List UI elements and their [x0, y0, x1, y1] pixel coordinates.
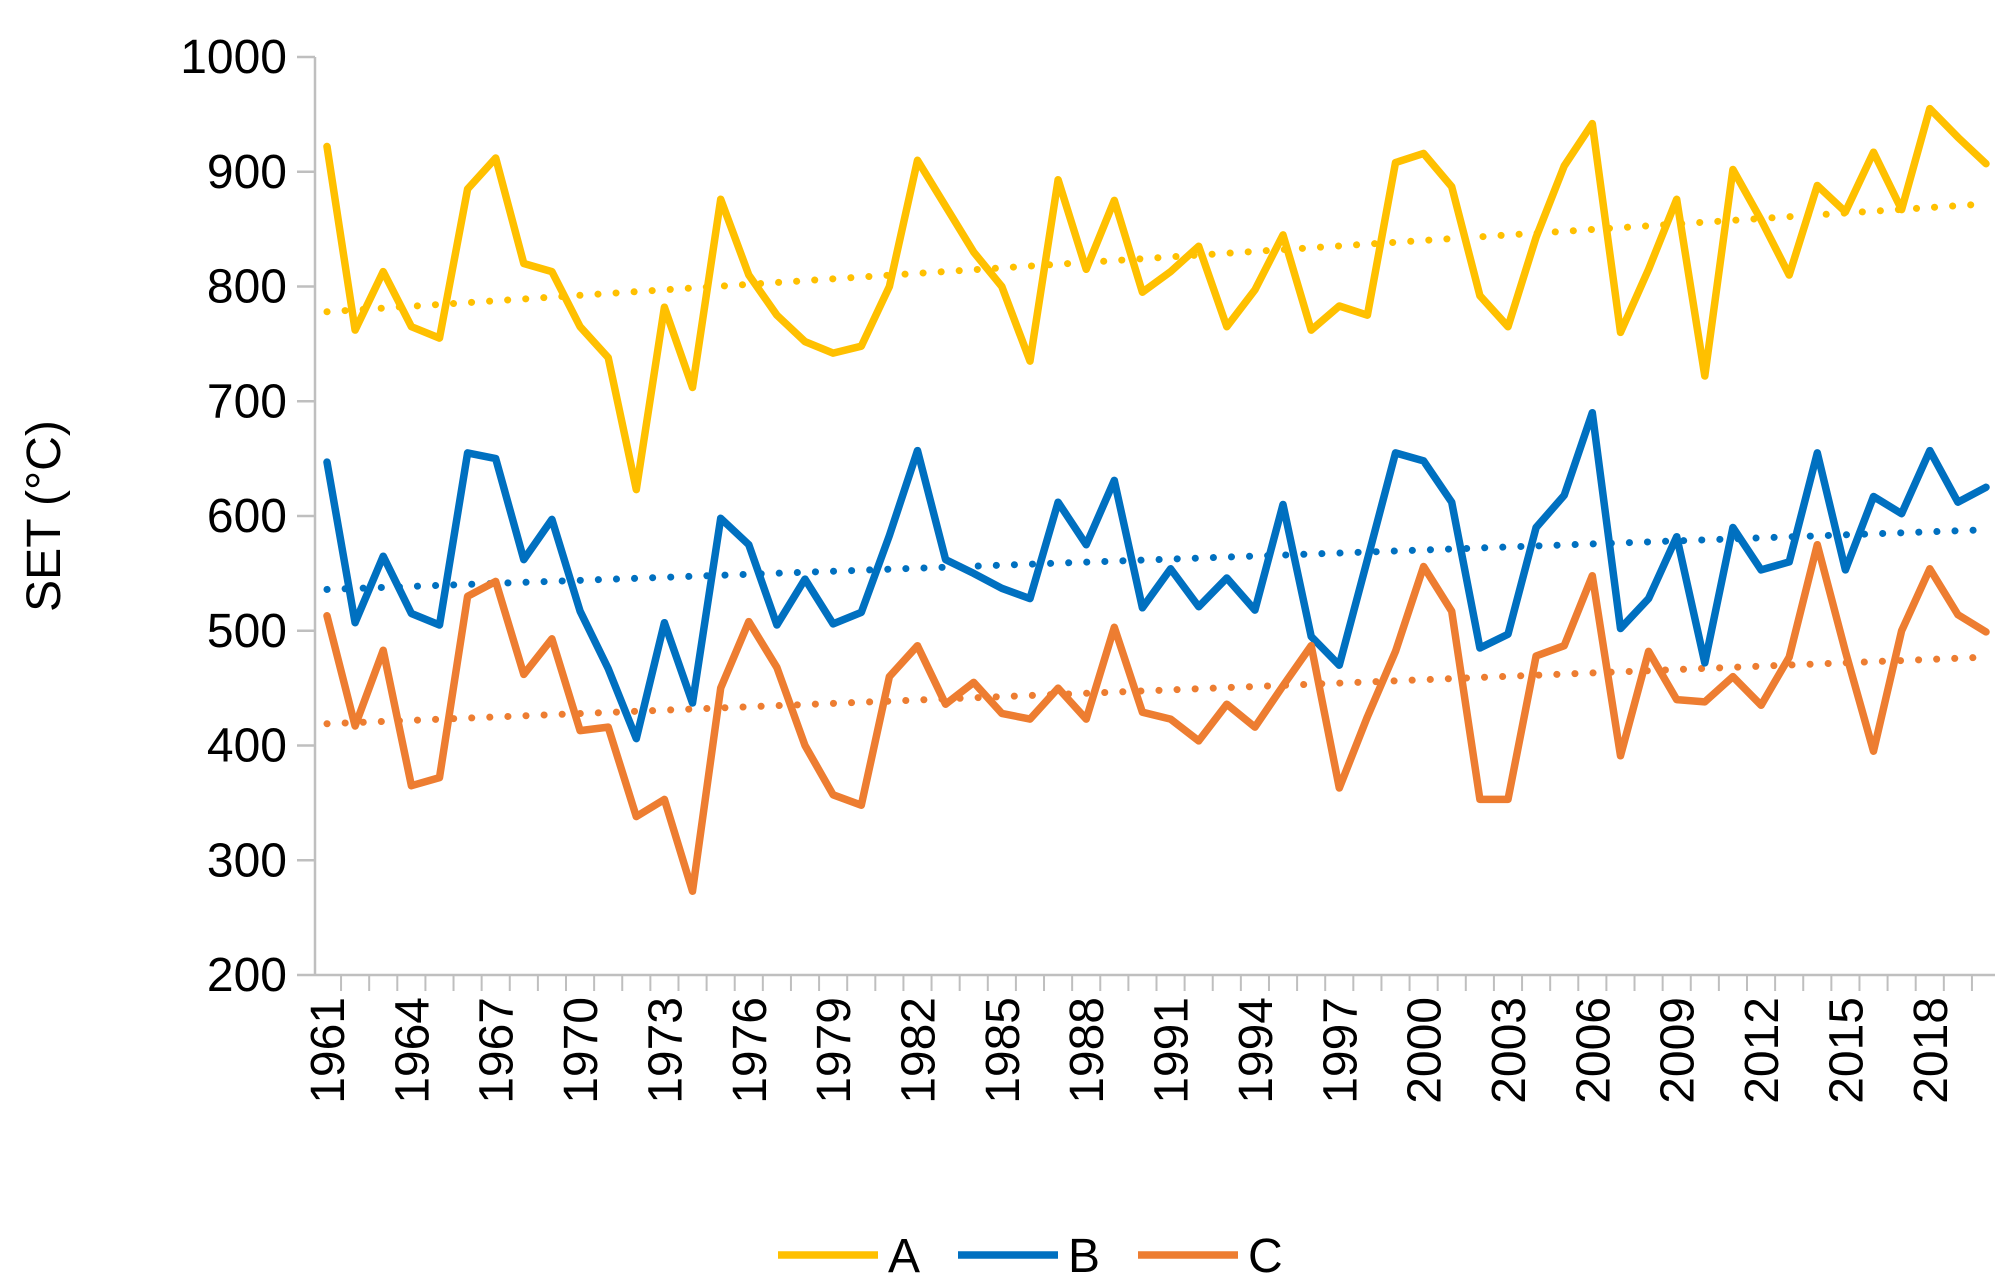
x-tick-label: 2006 [1567, 997, 1620, 1104]
x-tick-label: 1985 [977, 997, 1030, 1104]
y-tick-label: 700 [207, 375, 287, 428]
legend-label-B: B [1068, 1230, 1100, 1283]
y-tick-label: 600 [207, 490, 287, 543]
x-tick-label: 1994 [1230, 997, 1283, 1104]
y-axis-title: SET (°C) [18, 420, 71, 612]
x-tick-label: 1961 [302, 997, 355, 1104]
x-tick-label: 1967 [471, 997, 524, 1104]
y-tick-label: 1000 [180, 31, 287, 84]
trendline-A [323, 200, 1990, 316]
legend-label-A: A [888, 1230, 920, 1283]
series-line-B [323, 408, 1990, 743]
x-tick-label: 1964 [386, 997, 439, 1104]
series-line-A [323, 104, 1990, 494]
y-tick-label: 900 [207, 146, 287, 199]
x-tick-label: 2015 [1820, 997, 1873, 1104]
y-tick-label: 400 [207, 720, 287, 773]
x-tick-label: 2018 [1905, 997, 1958, 1104]
trendline-B [323, 526, 1990, 593]
y-tick-label: 300 [207, 834, 287, 887]
x-tick-label: 2003 [1483, 997, 1536, 1104]
legend-label-C: C [1248, 1230, 1283, 1283]
y-tick-label: 500 [207, 605, 287, 658]
x-tick-label: 1973 [639, 997, 692, 1104]
x-tick-label: 1982 [892, 997, 945, 1104]
x-tick-label: 1979 [808, 997, 861, 1104]
x-tick-label: 1970 [555, 997, 608, 1104]
trendline-C [323, 653, 1990, 728]
series-line-C [323, 540, 1990, 895]
x-tick-label: 1988 [1061, 997, 1114, 1104]
x-tick-label: 1991 [1146, 997, 1199, 1104]
x-tick-label: 2000 [1399, 997, 1452, 1104]
x-tick-label: 1997 [1314, 997, 1367, 1104]
x-tick-label: 2012 [1736, 997, 1789, 1104]
x-tick-label: 1976 [724, 997, 777, 1104]
x-tick-label: 2009 [1652, 997, 1705, 1104]
y-tick-label: 200 [207, 949, 287, 1002]
y-tick-label: 800 [207, 261, 287, 314]
